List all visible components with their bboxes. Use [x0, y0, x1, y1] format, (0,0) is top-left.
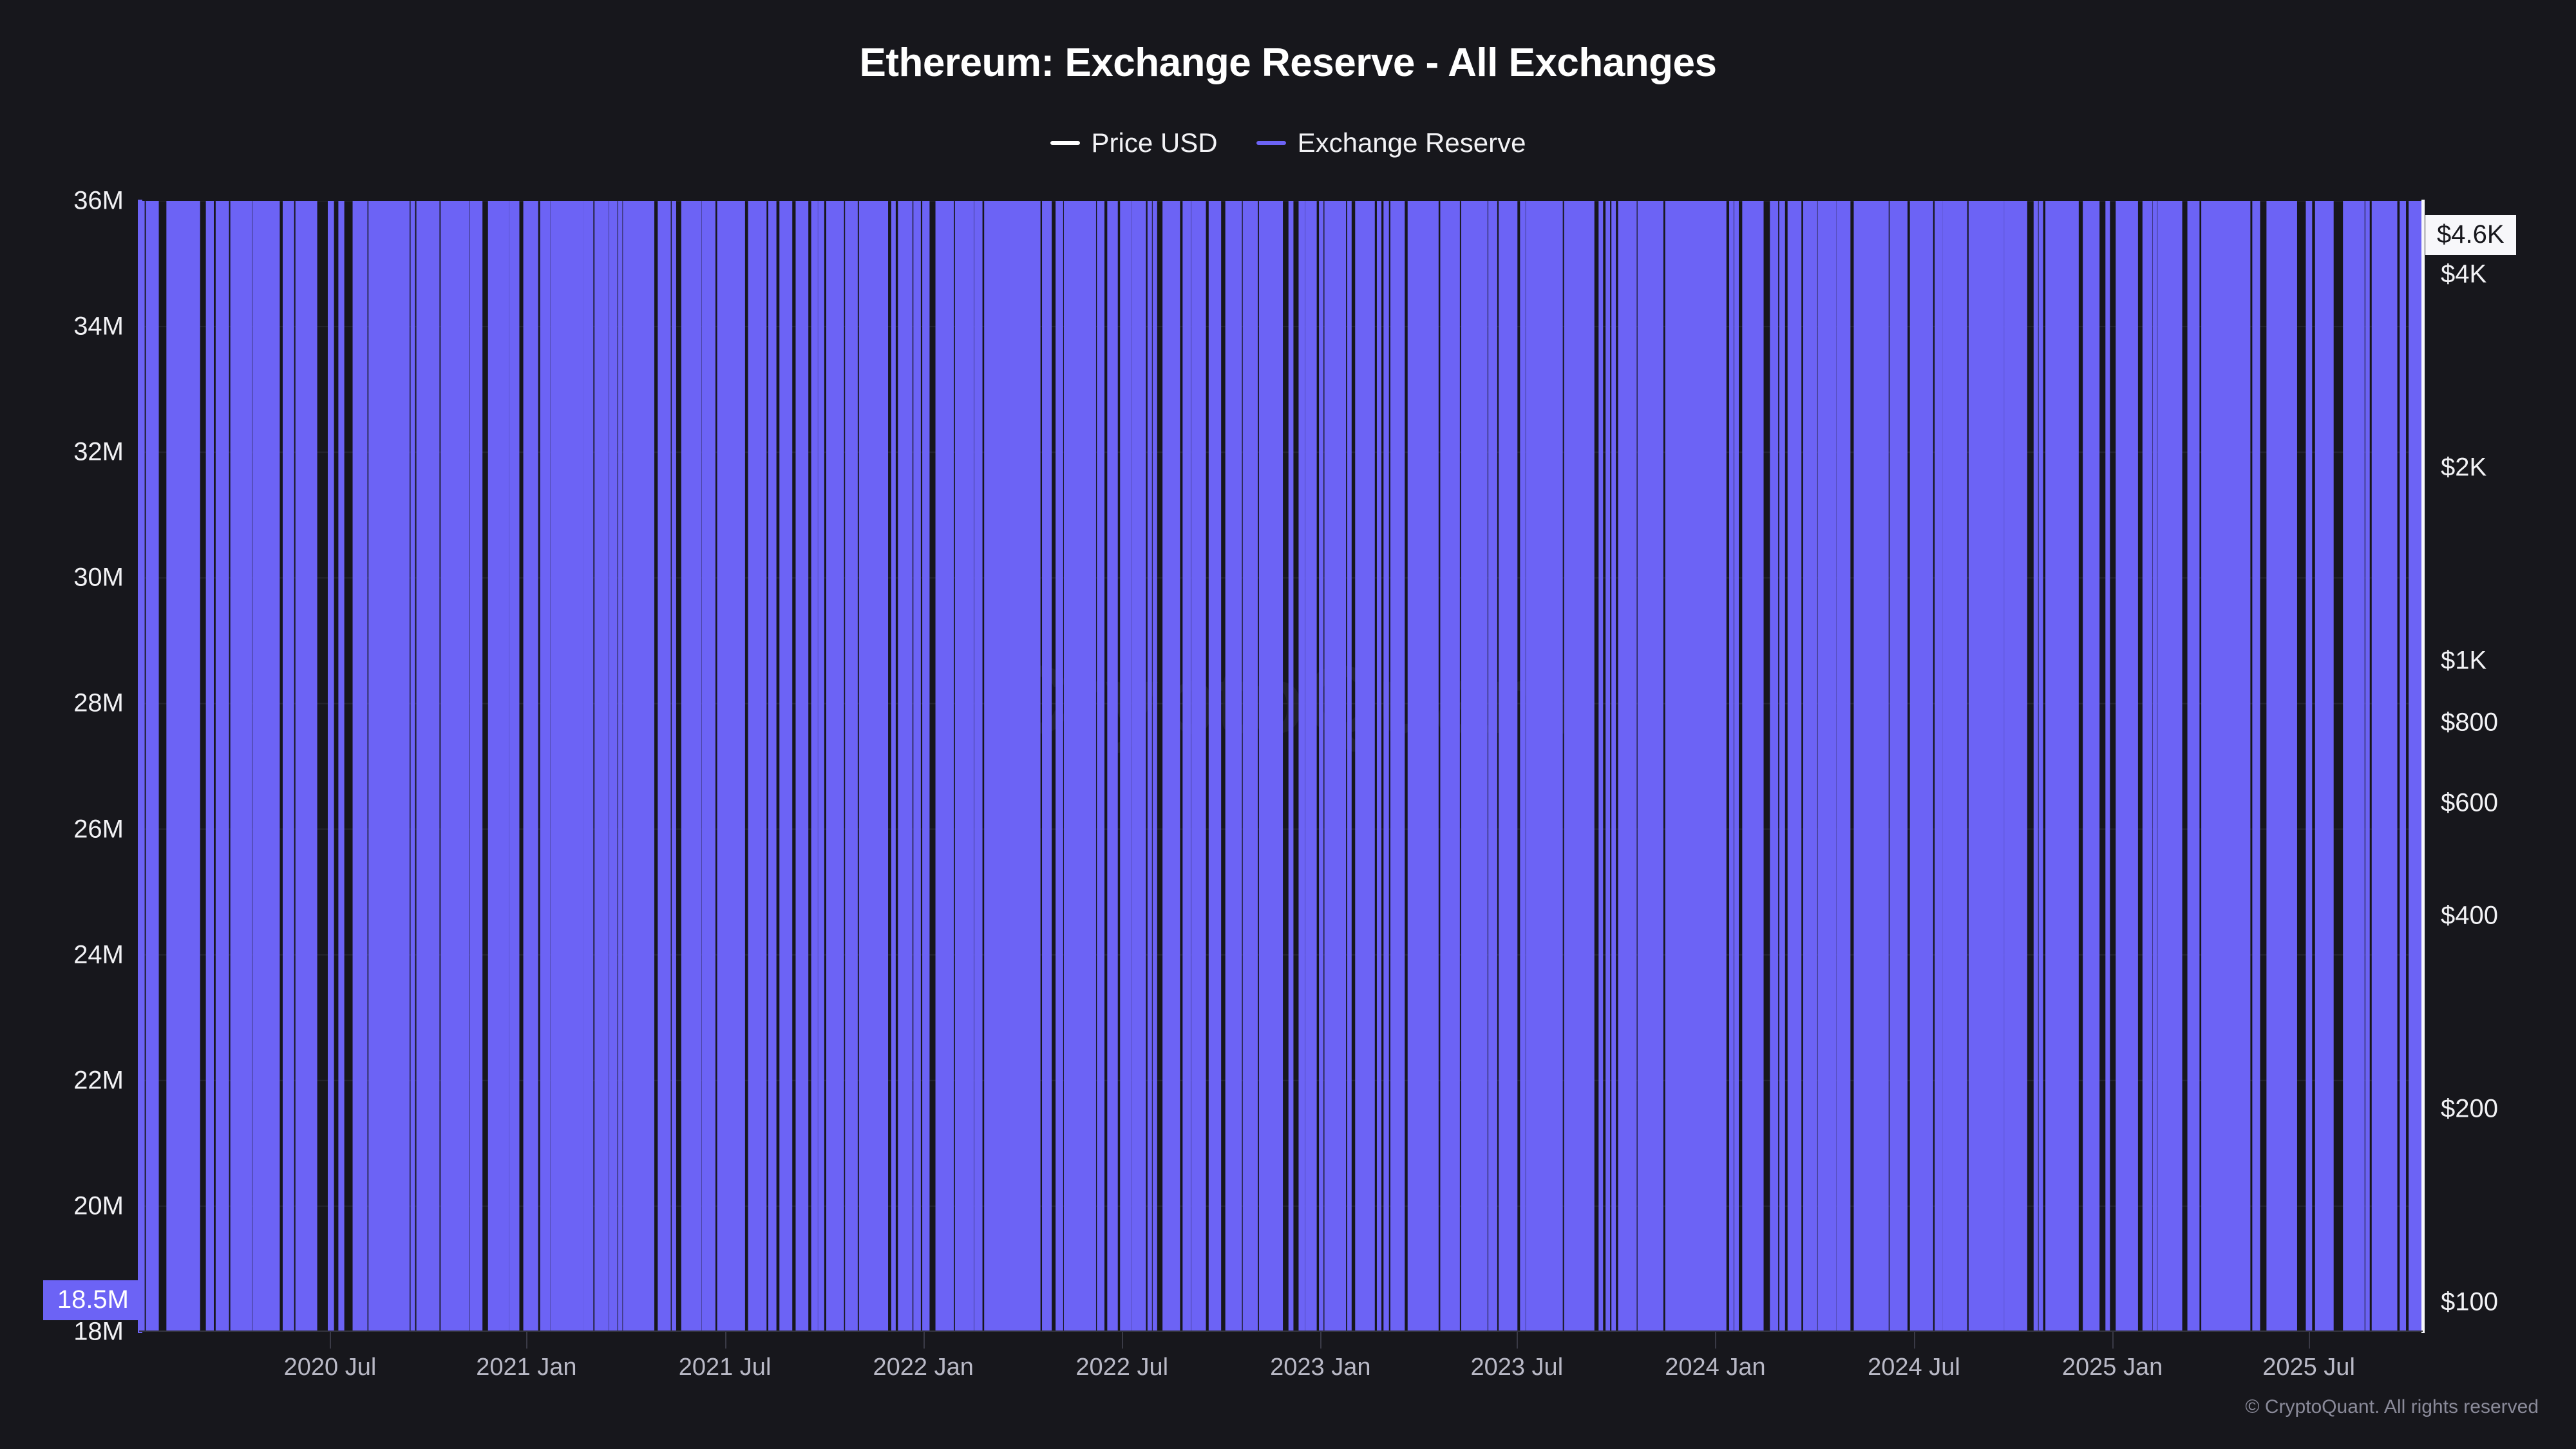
- left-axis-tick-label: 32M: [73, 437, 124, 466]
- left-axis-spine: [138, 200, 142, 1333]
- right-axis-tick-label: $100: [2441, 1287, 2498, 1316]
- legend-swatch-price-usd: [1050, 141, 1080, 145]
- left-axis-tick-label: 34M: [73, 312, 124, 341]
- chart-plot-area: [139, 201, 2423, 1332]
- left-axis-current-value-badge: 18.5M: [43, 1280, 139, 1321]
- series-line-exchange-reserve: [139, 201, 2423, 1332]
- x-axis-tick-label: 2025 Jan: [2061, 1354, 2163, 1381]
- bottom-axis-line: [139, 1331, 2423, 1332]
- x-axis-tick-mark: [2309, 1332, 2311, 1349]
- x-axis-tick-label: 2023 Jan: [1270, 1354, 1371, 1381]
- x-axis-tick-label: 2025 Jul: [2262, 1354, 2355, 1381]
- left-axis-tick-label: 20M: [73, 1191, 124, 1220]
- right-axis-tick-label: $4K: [2441, 260, 2487, 289]
- legend-item-exchange-reserve[interactable]: Exchange Reserve: [1256, 128, 1526, 158]
- chart-legend: Price USD Exchange Reserve: [0, 128, 2576, 158]
- x-axis-tick-label: 2024 Jan: [1665, 1354, 1766, 1381]
- x-axis-tick-mark: [1320, 1332, 1322, 1349]
- right-axis-tick-label: $2K: [2441, 453, 2487, 482]
- right-axis-tick-label: $200: [2441, 1094, 2498, 1123]
- right-axis-tick-label: $1K: [2441, 646, 2487, 675]
- x-axis-tick-mark: [923, 1332, 925, 1349]
- legend-item-price-usd[interactable]: Price USD: [1050, 128, 1218, 158]
- left-axis-tick-label: 24M: [73, 940, 124, 969]
- x-axis-tick-mark: [1122, 1332, 1124, 1349]
- x-axis-tick-mark: [330, 1332, 332, 1349]
- x-axis-tick-label: 2022 Jul: [1075, 1354, 1169, 1381]
- x-axis-tick-mark: [1517, 1332, 1519, 1349]
- left-axis-tick-label: 30M: [73, 563, 124, 592]
- right-axis-current-value-badge: $4.6K: [2425, 215, 2516, 256]
- x-axis-tick-label: 2022 Jan: [873, 1354, 974, 1381]
- x-axis-tick-label: 2024 Jul: [1868, 1354, 1960, 1381]
- x-axis-tick-mark: [2112, 1332, 2114, 1349]
- page-title: Ethereum: Exchange Reserve - All Exchang…: [859, 41, 1717, 85]
- right-axis-tick-label: $800: [2441, 708, 2498, 737]
- left-axis-tick-label: 36M: [73, 186, 124, 215]
- x-axis-tick-label: 2023 Jul: [1470, 1354, 1564, 1381]
- x-axis-tick-mark: [724, 1332, 726, 1349]
- right-axis-spine: [2421, 200, 2425, 1333]
- copyright-footer: © CryptoQuant. All rights reserved: [2245, 1396, 2539, 1417]
- x-axis-tick-label: 2021 Jan: [476, 1354, 577, 1381]
- legend-label-exchange-reserve: Exchange Reserve: [1297, 128, 1526, 158]
- right-axis-tick-label: $400: [2441, 901, 2498, 930]
- left-axis-tick-label: 28M: [73, 688, 124, 717]
- legend-label-price-usd: Price USD: [1091, 128, 1218, 158]
- left-axis-tick-label: 22M: [73, 1066, 124, 1095]
- x-axis-tick-label: 2021 Jul: [678, 1354, 772, 1381]
- right-axis-tick-label: $600: [2441, 788, 2498, 817]
- legend-swatch-exchange-reserve: [1256, 141, 1286, 145]
- x-axis-tick-label: 2020 Jul: [283, 1354, 377, 1381]
- left-axis-tick-label: 18M: [73, 1317, 124, 1346]
- x-axis-tick-mark: [1913, 1332, 1915, 1349]
- x-axis-tick-mark: [526, 1332, 528, 1349]
- left-axis-tick-label: 26M: [73, 815, 124, 844]
- x-axis-tick-mark: [1715, 1332, 1717, 1349]
